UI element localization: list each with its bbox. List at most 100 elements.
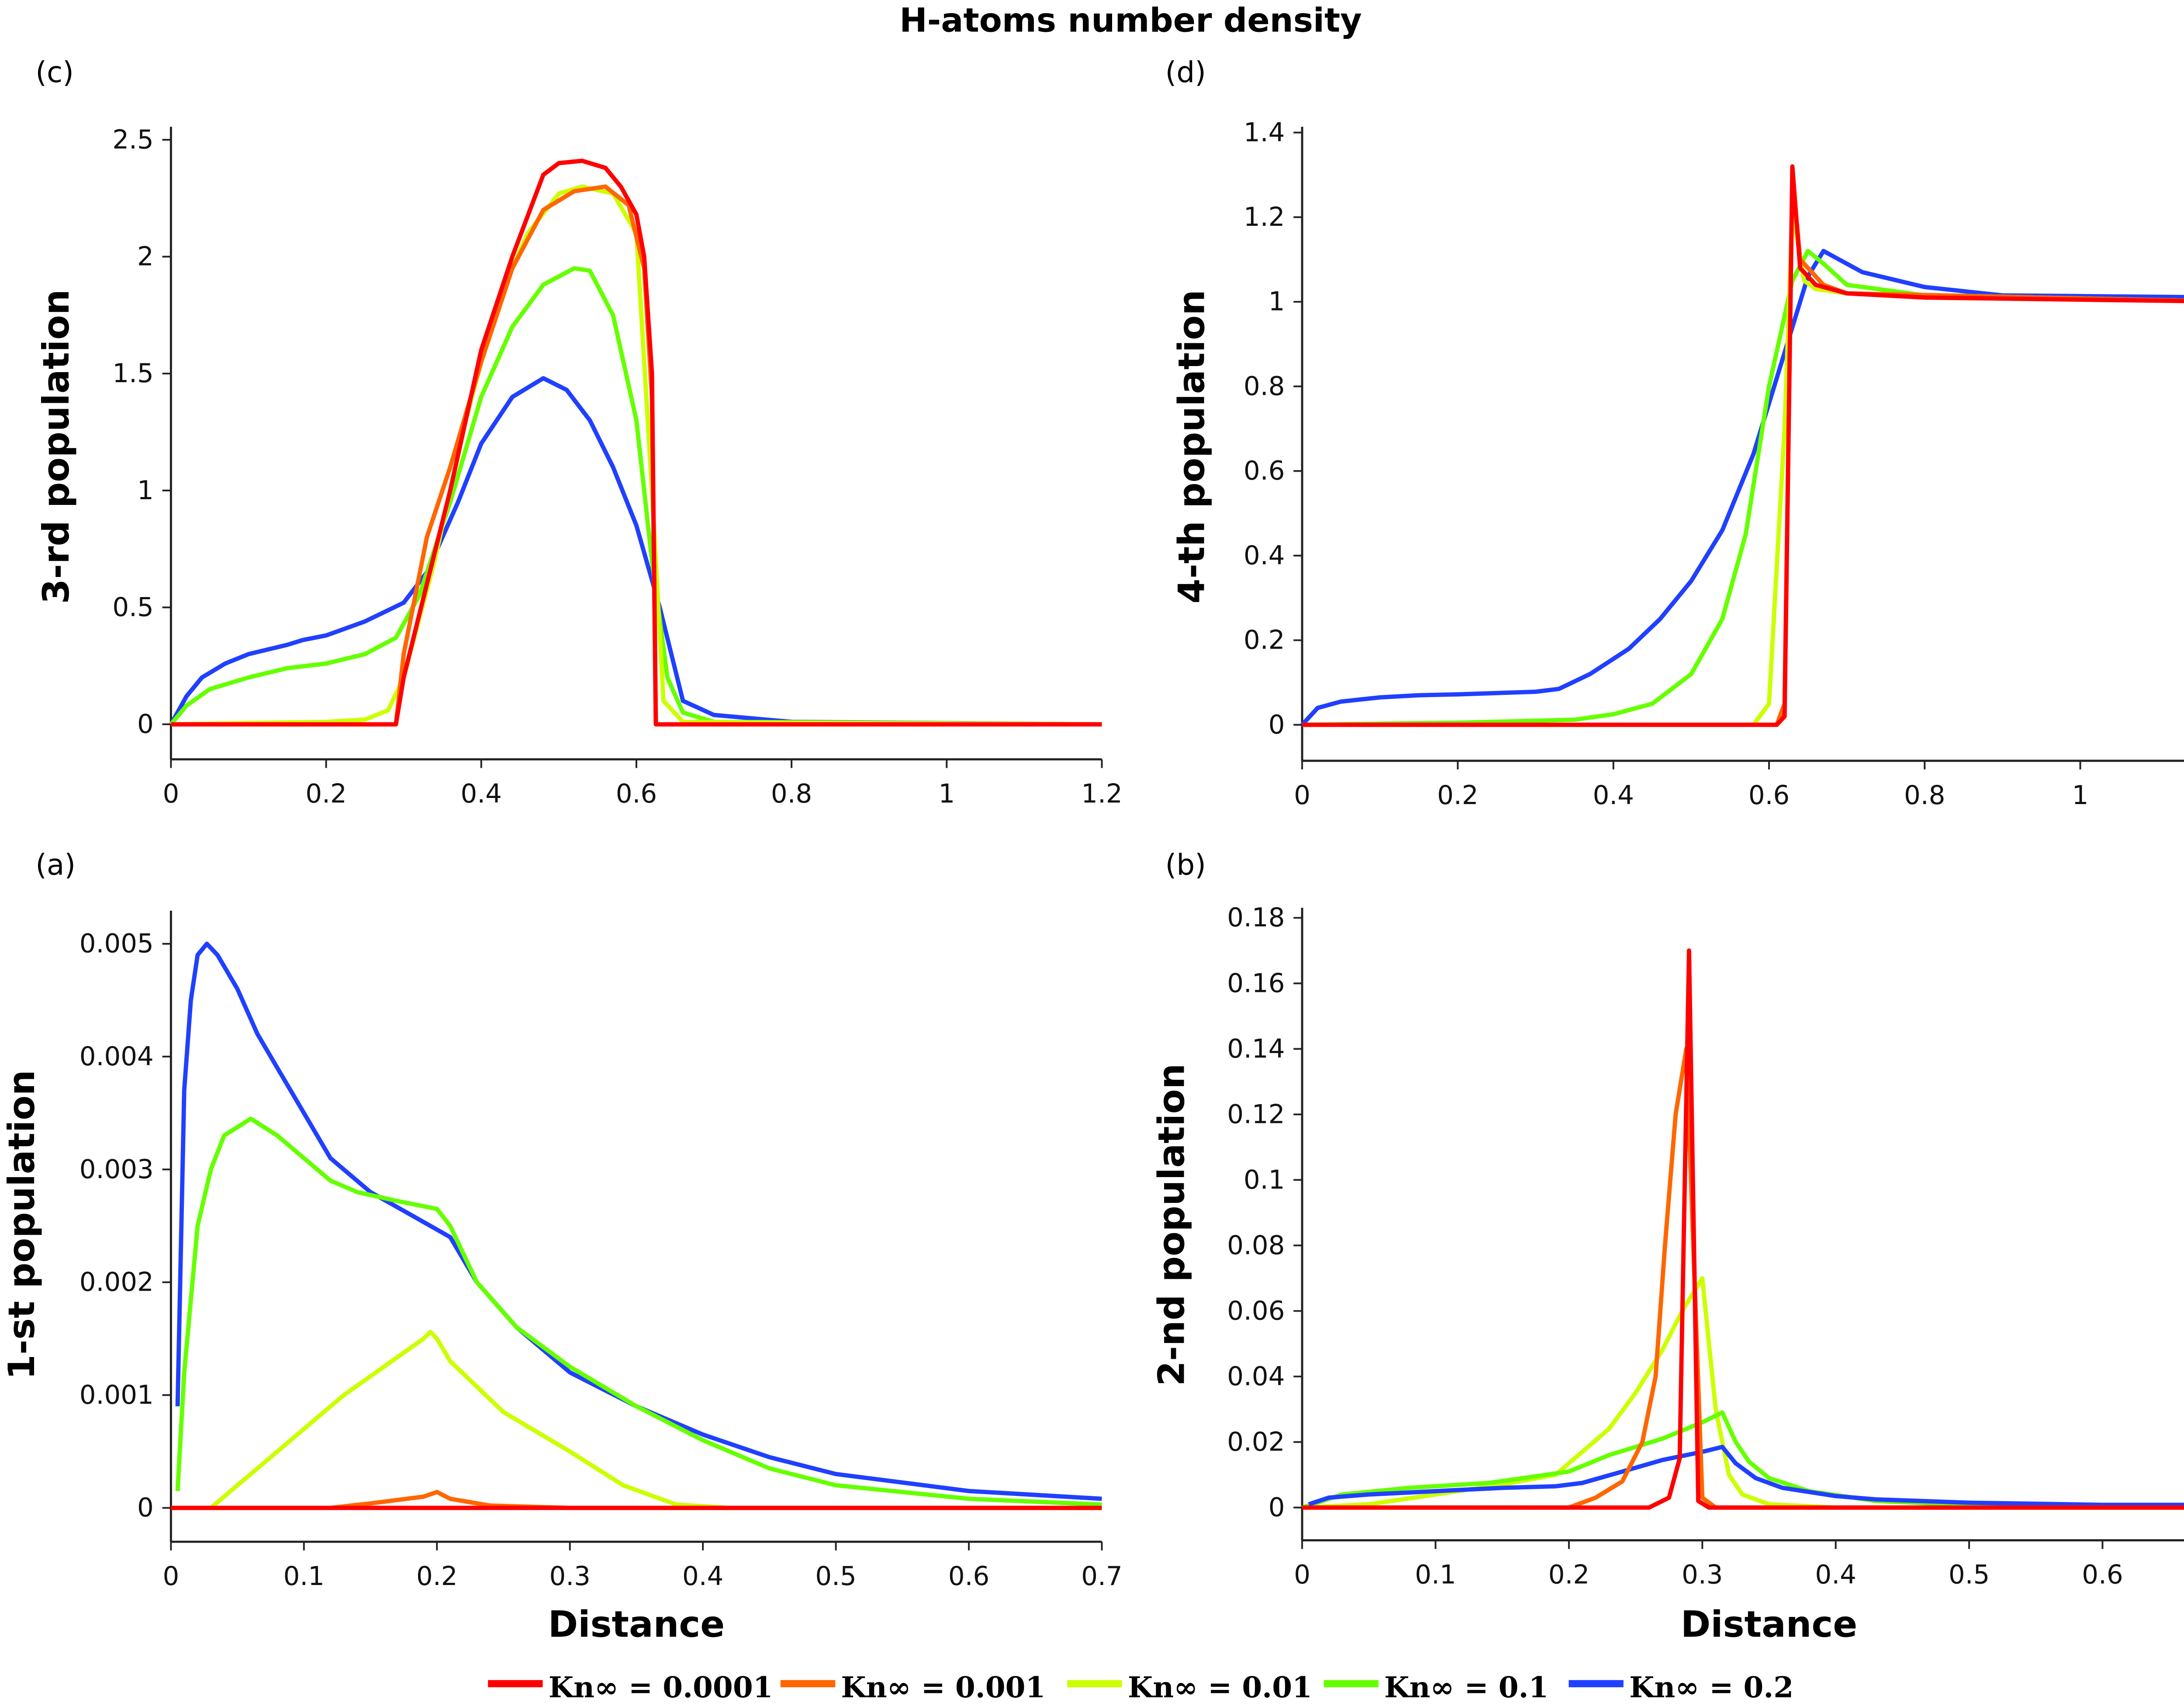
legend-item: Kn∞ = 0.001	[780, 1670, 1045, 1704]
y-tick-label: 0.002	[79, 1267, 154, 1298]
y-tick-label: 0.14	[1227, 1034, 1285, 1064]
y-tick-label: 0.8	[1244, 371, 1285, 401]
chart-panel-b: (b)00.10.20.30.40.50.60.700.020.040.060.…	[1151, 848, 2184, 1646]
series-line-0.01	[1302, 1276, 2184, 1510]
panel-label: (c)	[35, 55, 74, 89]
legend: Kn∞ = 0.0001 Kn∞ = 0.001 Kn∞ = 0.01 Kn∞ = 0…	[488, 1670, 1794, 1704]
series-line-0.001	[1302, 173, 2184, 727]
y-tick-label: 0.02	[1227, 1427, 1285, 1457]
series-line-0.001	[1302, 1046, 2184, 1510]
chart-panel-a: (a) 0 0.1 0.2 0.3 0.4 0.5 0.6 0.7 0 0.001 0.002 0.00…	[1, 848, 1123, 1645]
legend-item: Kn∞ = 0.1	[1324, 1670, 1548, 1704]
panel-label: (b)	[1165, 848, 1206, 881]
x-tick-label: 0.2	[305, 779, 346, 809]
chart-panel-d: (d)00.20.40.60.811.200.20.40.60.811.21.4…	[1165, 55, 2184, 811]
legend-label: Kn∞ = 0.001	[841, 1670, 1045, 1704]
panel-label: (d)	[1165, 55, 1206, 89]
chart-panel-c: (c) 0 0.2 0.4 0.6 0.8 1 1.2 0 0.5 1 1.5 2 2.5 3-rd pop…	[35, 55, 1123, 809]
series-line-0.01	[171, 184, 1102, 727]
y-tick-label: 2	[137, 242, 154, 272]
x-tick-label: 0.5	[815, 1561, 856, 1592]
x-tick-label: 0.2	[1548, 1560, 1590, 1590]
series-line-0.0001	[1302, 164, 2184, 727]
x-tick-label: 0	[162, 779, 179, 809]
x-axis-label: Distance	[1681, 1604, 1857, 1646]
x-tick-label: 0.4	[1815, 1560, 1856, 1590]
y-tick-label: 0	[1268, 1492, 1285, 1523]
y-tick-label: 2.5	[112, 125, 153, 155]
y-tick-label: 0.04	[1227, 1361, 1285, 1392]
y-tick-label: 0.18	[1227, 903, 1285, 933]
legend-swatch	[1324, 1680, 1379, 1688]
y-tick-label: 0	[1268, 710, 1285, 740]
y-tick-label: 1	[1268, 287, 1285, 317]
legend-swatch	[780, 1680, 836, 1688]
y-tick-label: 1	[137, 476, 154, 506]
x-tick-label: 0	[1294, 780, 1310, 811]
series-line-0.2	[175, 941, 1102, 1501]
y-axis-label: 2-nd population	[1151, 1064, 1193, 1386]
series-line-0.2	[1300, 249, 2184, 726]
y-tick-label: 0.12	[1227, 1099, 1285, 1129]
x-tick-label: 0.8	[771, 779, 812, 809]
x-tick-label: 0	[1294, 1560, 1310, 1590]
x-tick-label: 0.6	[616, 779, 657, 809]
y-tick-label: 0.08	[1227, 1230, 1285, 1261]
series-line-0.01	[1302, 206, 2184, 727]
y-tick-label: 0.4	[1244, 541, 1285, 571]
y-tick-label: 0.5	[112, 592, 153, 622]
x-tick-label: 0.4	[461, 779, 502, 809]
figure-title: H-atoms number density	[899, 1, 1362, 40]
legend-swatch	[1569, 1680, 1624, 1688]
y-tick-label: 0.005	[79, 929, 154, 959]
legend-swatch	[1067, 1680, 1122, 1688]
y-tick-label: 0.6	[1244, 456, 1285, 486]
y-tick-label: 1.4	[1244, 117, 1285, 148]
x-tick-label: 1.2	[1081, 779, 1122, 809]
x-tick-label: 0.7	[1081, 1561, 1122, 1592]
legend-swatch	[488, 1680, 543, 1688]
legend-label: Kn∞ = 0.01	[1128, 1670, 1312, 1704]
y-axis-label: 4-th population	[1171, 290, 1213, 604]
x-tick-label: 0.3	[549, 1561, 591, 1592]
series-line-0.1	[169, 266, 1102, 727]
x-tick-label: 0.6	[948, 1561, 989, 1592]
y-tick-label: 1.5	[112, 359, 153, 389]
legend-item: Kn∞ = 0.01	[1067, 1670, 1312, 1704]
x-tick-label: 0	[162, 1561, 179, 1592]
legend-label: Kn∞ = 0.2	[1629, 1670, 1794, 1704]
x-tick-label: 0.4	[1593, 780, 1634, 811]
x-tick-label: 0.4	[682, 1561, 723, 1592]
y-tick-label: 0.16	[1227, 968, 1285, 998]
x-tick-label: 0.6	[2082, 1560, 2123, 1590]
legend-item: Kn∞ = 0.2	[1569, 1670, 1794, 1704]
series-line-0.0001	[171, 159, 1102, 727]
y-tick-label: 0	[137, 709, 154, 739]
y-tick-label: 0.06	[1227, 1296, 1285, 1326]
x-tick-label: 0.1	[1415, 1560, 1456, 1590]
legend-item: Kn∞ = 0.0001	[488, 1670, 773, 1704]
x-tick-label: 0.6	[1749, 780, 1790, 811]
x-tick-label: 0.3	[1682, 1560, 1723, 1590]
x-tick-label: 0.5	[1949, 1560, 1990, 1590]
y-tick-label: 0.004	[79, 1042, 154, 1072]
x-tick-label: 0.2	[416, 1561, 457, 1592]
series-line-0.2	[169, 376, 1102, 727]
y-tick-label: 0.001	[79, 1380, 154, 1410]
x-axis-label: Distance	[548, 1604, 725, 1646]
y-tick-label: 0.003	[79, 1154, 154, 1185]
y-tick-label: 1.2	[1244, 202, 1285, 232]
x-tick-label: 0.1	[283, 1561, 325, 1592]
panel-label: (a)	[35, 848, 76, 881]
x-tick-label: 0.2	[1437, 780, 1478, 811]
y-tick-label: 0	[137, 1493, 154, 1523]
x-tick-label: 1	[938, 779, 955, 809]
y-axis-label: 3-rd population	[35, 289, 77, 604]
y-tick-label: 0.2	[1244, 625, 1285, 656]
y-tick-label: 0.1	[1244, 1165, 1285, 1195]
series-line-0.1	[175, 1116, 1102, 1507]
y-axis-label: 1-st population	[1, 1070, 43, 1380]
legend-label: Kn∞ = 0.1	[1384, 1670, 1548, 1704]
x-tick-label: 1	[2072, 780, 2089, 811]
